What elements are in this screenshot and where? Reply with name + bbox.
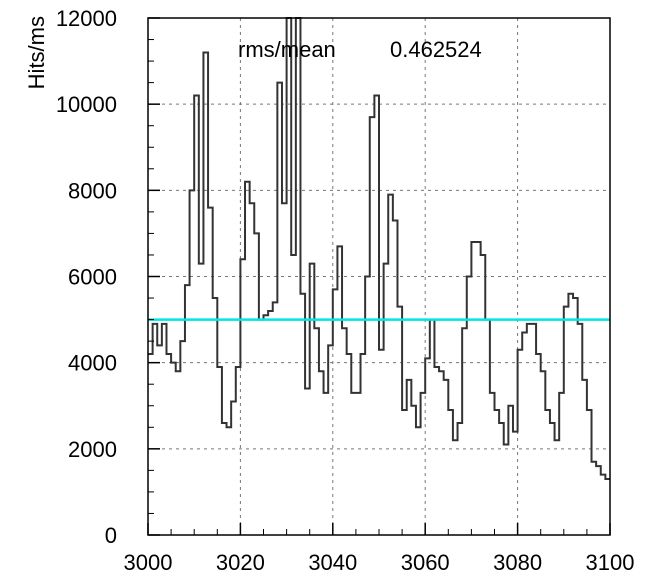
annotation-label: rms/mean [238, 37, 336, 62]
y-tick-label: 4000 [68, 351, 117, 376]
x-tick-label: 3040 [308, 550, 357, 575]
y-tick-label: 2000 [68, 437, 117, 462]
y-tick-label: 8000 [68, 178, 117, 203]
grid-lines [148, 18, 610, 535]
y-tick-label: 12000 [56, 6, 117, 31]
x-tick-label: 3080 [493, 550, 542, 575]
x-tick-label: 3100 [586, 550, 635, 575]
x-axis-ticks: 3000 3020 3040 3060 3080 3100 [124, 523, 635, 575]
y-axis-title: Hits/ms [24, 16, 49, 89]
x-tick-label: 3020 [216, 550, 265, 575]
histogram-series [148, 17, 610, 480]
x-tick-label: 3000 [124, 550, 173, 575]
y-tick-label: 0 [105, 523, 117, 548]
y-tick-label: 6000 [68, 265, 117, 290]
histogram-step-line [148, 17, 610, 480]
x-tick-label: 3060 [401, 550, 450, 575]
y-tick-label: 10000 [56, 92, 117, 117]
annotation-value: 0.462524 [390, 37, 482, 62]
y-axis-ticks: 0 2000 4000 6000 8000 10000 12000 [56, 6, 160, 548]
